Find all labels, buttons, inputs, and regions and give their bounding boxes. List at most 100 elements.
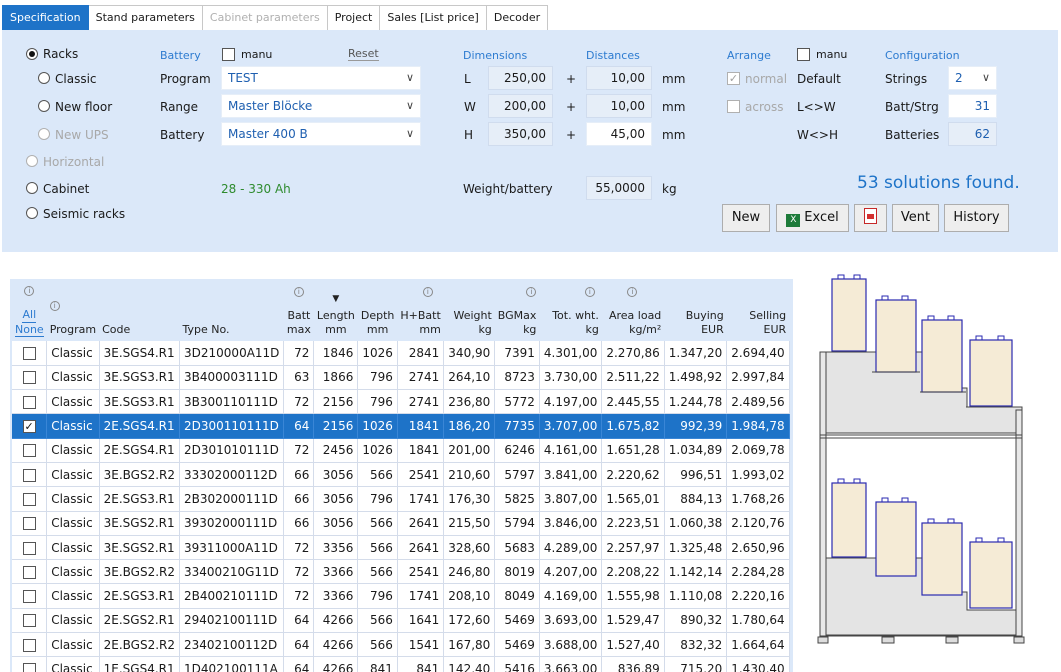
cell-area: 1.527,40: [601, 632, 665, 658]
row-checkbox[interactable]: ✓: [22, 420, 36, 434]
unit-label: mm: [662, 100, 686, 114]
pdf-button[interactable]: [854, 204, 887, 232]
cell-bgmax: 7735: [494, 413, 540, 439]
row-checkbox[interactable]: [22, 541, 36, 555]
column-bgmax[interactable]: i BGMax kg: [497, 287, 537, 336]
length-distance-field[interactable]: 10,00: [586, 66, 652, 90]
table-row[interactable]: Classic 1E.SGS4.R1 1D402100111A 64 4266 841 84…: [12, 656, 790, 672]
tab-decoder[interactable]: Decoder: [486, 5, 549, 30]
battery-dropdown[interactable]: Master 400 B ∨: [221, 122, 421, 146]
cell-depth: 796: [357, 486, 398, 512]
tab-project[interactable]: Project: [327, 5, 381, 30]
height-distance-field[interactable]: 45,00: [586, 122, 652, 146]
racks-radio[interactable]: [26, 48, 38, 60]
across-checkbox[interactable]: [727, 100, 740, 113]
row-checkbox[interactable]: [22, 468, 36, 482]
row-checkbox[interactable]: [22, 663, 36, 672]
row-checkbox[interactable]: [22, 517, 36, 531]
new-ups-radio[interactable]: [38, 128, 50, 140]
table-row[interactable]: Classic 2E.SGS3.R1 2B400210111D 72 3366 796 17…: [12, 583, 790, 609]
cell-type: 2D301010111D: [179, 438, 285, 463]
table-row[interactable]: Classic 2E.SGS2.R1 29402100111D 64 4266 566 16…: [12, 608, 790, 634]
row-checkbox-cell: [12, 656, 48, 672]
column-type-no[interactable]: Type No.: [180, 279, 284, 341]
cell-tot: 4.301,00: [539, 341, 603, 366]
range-dropdown[interactable]: Master Blöcke ∨: [221, 94, 421, 118]
normal-checkbox[interactable]: ✓: [727, 72, 740, 85]
table-row[interactable]: Classic 3E.SGS4.R1 3D210000A11D 72 1846 1026 2…: [12, 341, 790, 366]
column-h-batt[interactable]: i H+Batt mm: [400, 287, 441, 336]
select-all-link[interactable]: All: [22, 308, 37, 323]
tab-cabinet-parameters[interactable]: Cabinet parameters: [202, 5, 328, 30]
row-checkbox[interactable]: [22, 638, 36, 652]
cell-program: Classic: [46, 486, 100, 512]
cell-type: 2B400210111D: [179, 583, 285, 609]
column-buying[interactable]: Buying EUR: [685, 309, 724, 336]
column-area-load[interactable]: i Area load kg/m²: [608, 287, 662, 336]
seismic-racks-radio[interactable]: [26, 207, 38, 219]
row-checkbox[interactable]: [22, 565, 36, 579]
height-field[interactable]: 350,00: [488, 122, 553, 146]
row-checkbox[interactable]: [22, 444, 36, 458]
width-distance-field[interactable]: 10,00: [586, 94, 652, 118]
column-program[interactable]: i Program: [47, 279, 99, 341]
table-row[interactable]: ✓ Classic 2E.SGS4.R1 2D300110111D 64 2156 1026…: [12, 413, 790, 439]
select-none-link[interactable]: None: [15, 323, 44, 337]
column-depth[interactable]: Depth mm: [360, 309, 395, 336]
arrange-manu-checkbox[interactable]: [797, 48, 810, 61]
row-checkbox[interactable]: [22, 395, 36, 409]
cell-batt: 64: [283, 413, 315, 439]
cell-hbatt: 2641: [397, 511, 445, 536]
column-length[interactable]: ▼ Length mm: [316, 294, 355, 336]
table-row[interactable]: Classic 3E.SGS3.R1 3B400003111D 63 1866 796 27…: [12, 365, 790, 391]
column-batt-max[interactable]: i Batt max: [286, 287, 311, 336]
column-selling[interactable]: Selling EUR: [749, 309, 787, 336]
table-row[interactable]: Classic 3E.SGS2.R1 39302000111D 66 3056 566 26…: [12, 511, 790, 536]
weight-battery-field[interactable]: 55,0000: [586, 176, 652, 200]
plus-sign: +: [566, 128, 577, 142]
new-button[interactable]: New: [722, 204, 770, 232]
table-row[interactable]: Classic 3E.BGS2.R2 33400210G11D 72 3366 566 25…: [12, 559, 790, 585]
row-checkbox[interactable]: [22, 346, 36, 360]
table-row[interactable]: Classic 2E.SGS3.R1 2B302000111D 66 3056 796 17…: [12, 486, 790, 512]
table-row[interactable]: Classic 3E.BGS2.R2 33302000112D 66 3056 566 25…: [12, 462, 790, 488]
tab-stand-parameters[interactable]: Stand parameters: [88, 5, 203, 30]
program-dropdown[interactable]: TEST ∨: [221, 66, 421, 90]
table-row[interactable]: Classic 2E.BGS2.R2 23402100112D 64 4266 566 15…: [12, 632, 790, 658]
column-weight[interactable]: Weight kg: [453, 309, 492, 336]
vent-button[interactable]: Vent: [892, 204, 939, 232]
column-total-weight[interactable]: i Tot. wht. kg: [552, 287, 599, 336]
row-checkbox[interactable]: [22, 590, 36, 604]
new-floor-radio[interactable]: [38, 100, 50, 112]
horizontal-radio[interactable]: [26, 155, 38, 167]
batt-strg-field[interactable]: 31: [948, 94, 997, 118]
width-field[interactable]: 200,00: [488, 94, 553, 118]
cabinet-radio[interactable]: [26, 182, 38, 194]
cell-selling: 1.430,40: [726, 656, 790, 672]
cell-hbatt: 2541: [397, 559, 445, 585]
tab-sales[interactable]: Sales [List price]: [380, 5, 487, 30]
rack-post-left: [819, 351, 827, 641]
reset-link[interactable]: Reset: [348, 47, 379, 61]
info-icon: i: [627, 287, 638, 297]
classic-radio[interactable]: [38, 72, 50, 84]
cell-selling: 1.768,26: [726, 486, 790, 512]
column-code[interactable]: Code: [99, 279, 179, 341]
excel-button[interactable]: X Excel: [776, 204, 849, 232]
table-row[interactable]: Classic 2E.SGS4.R1 2D301010111D 72 2456 1026 1…: [12, 438, 790, 463]
length-field[interactable]: 250,00: [488, 66, 553, 90]
row-checkbox[interactable]: [22, 614, 36, 628]
row-checkbox[interactable]: [22, 371, 36, 385]
table-body: Classic 3E.SGS4.R1 3D210000A11D 72 1846 1026 2…: [12, 341, 790, 672]
history-button[interactable]: History: [944, 204, 1009, 232]
table-row[interactable]: Classic 3E.SGS3.R1 3B300110111D 72 2156 796 27…: [12, 389, 790, 415]
tab-specification[interactable]: Specification: [2, 5, 89, 30]
battery-manu-checkbox[interactable]: [222, 48, 235, 61]
strings-dropdown[interactable]: 2 ∨: [948, 66, 997, 90]
cell-depth: 566: [357, 462, 398, 488]
cell-length: 4266: [313, 632, 359, 658]
cell-batt: 72: [283, 341, 315, 366]
table-row[interactable]: Classic 3E.SGS2.R1 39311000A11D 72 3356 566 26…: [12, 535, 790, 561]
row-checkbox[interactable]: [22, 492, 36, 506]
classic-label: Classic: [55, 72, 97, 86]
